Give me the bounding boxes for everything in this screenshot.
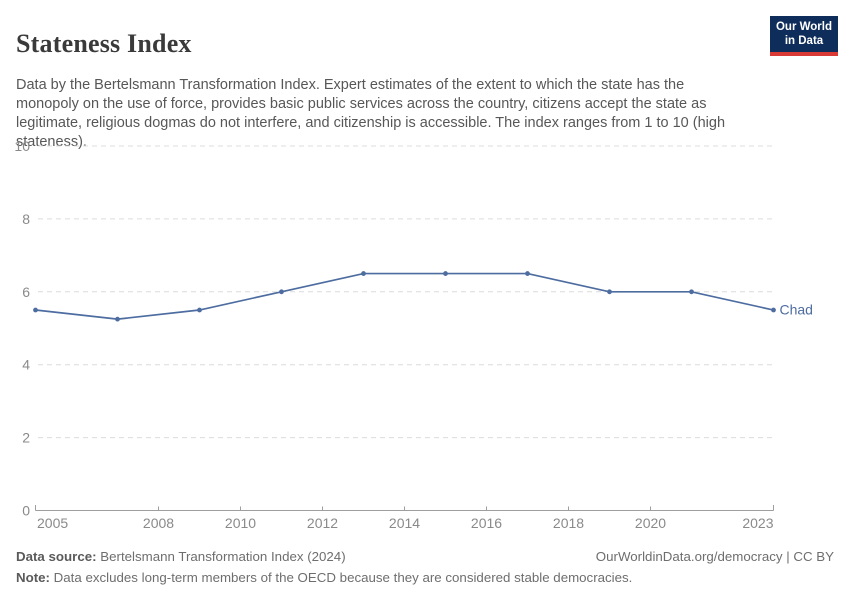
owid-logo-red-bar <box>770 52 838 56</box>
data-point-2007[interactable] <box>115 316 120 322</box>
x-axis-label-2014: 2014 <box>389 515 420 531</box>
x-axis-label-2020: 2020 <box>635 515 666 531</box>
owid-license-link[interactable]: OurWorldinData.org/democracy | CC BY <box>595 549 834 564</box>
x-axis-label-2016: 2016 <box>471 515 502 531</box>
y-axis-label-8: 8 <box>22 211 30 227</box>
data-point-2011[interactable] <box>279 289 284 295</box>
y-axis-label-0: 0 <box>22 503 30 519</box>
y-axis-label-10: 10 <box>14 138 30 154</box>
note-line: Note: Data excludes long-term members of… <box>16 570 632 585</box>
x-axis-label-2023: 2023 <box>742 515 773 531</box>
data-source-text: Bertelsmann Transformation Index (2024) <box>96 549 346 564</box>
data-source-label: Data source: <box>16 549 97 564</box>
owid-logo-line1: Our World <box>775 21 832 33</box>
x-axis-label-2012: 2012 <box>307 515 338 531</box>
note-label: Note: <box>16 570 50 585</box>
data-point-2015[interactable] <box>443 271 448 276</box>
data-point-2023[interactable] <box>771 307 776 313</box>
chart-subtitle: Data by the Bertelsmann Transformation I… <box>16 76 726 150</box>
chad-series-label[interactable]: Chad <box>780 302 813 318</box>
y-axis-label-4: 4 <box>22 357 30 373</box>
x-axis-label-2018: 2018 <box>553 515 584 531</box>
data-point-2021[interactable] <box>689 289 694 295</box>
note-text: Data excludes long-term members of the O… <box>49 570 633 585</box>
data-point-2019[interactable] <box>607 289 612 295</box>
data-point-2017[interactable] <box>525 271 530 276</box>
owid-logo-line2: in Data <box>784 34 824 47</box>
x-axis-label-2008: 2008 <box>143 515 174 531</box>
data-point-2013[interactable] <box>361 271 366 276</box>
page-title: Stateness Index <box>16 29 192 59</box>
chad-series-line[interactable] <box>35 272 774 320</box>
data-source-line: Data source: Bertelsmann Transformation … <box>16 549 346 564</box>
x-axis-label-2005: 2005 <box>37 515 68 531</box>
y-axis-label-6: 6 <box>22 284 30 300</box>
data-point-2005[interactable] <box>33 307 38 313</box>
owid-logo[interactable]: Our World in Data <box>770 16 838 56</box>
data-point-2009[interactable] <box>197 307 202 313</box>
x-axis-label-2010: 2010 <box>225 515 256 531</box>
y-axis-label-2: 2 <box>22 430 30 446</box>
